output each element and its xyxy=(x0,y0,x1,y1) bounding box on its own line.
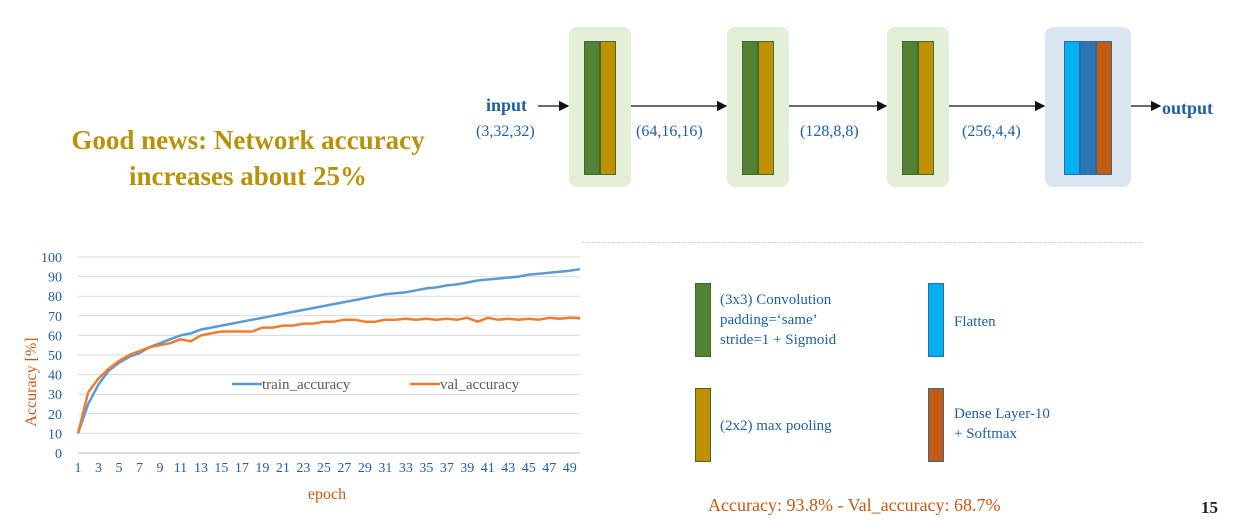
conv-pool-block-1 xyxy=(569,27,631,187)
separator-line xyxy=(582,242,1142,243)
x-tick-label: 11 xyxy=(174,461,187,476)
conv-layer-2 xyxy=(742,41,758,175)
x-tick-label: 13 xyxy=(194,461,208,476)
x-tick-label: 41 xyxy=(481,461,495,476)
legend-conv-line-1: (3x3) Convolution xyxy=(720,292,832,308)
legend-pool-swatch xyxy=(695,388,711,462)
y-tick-label: 40 xyxy=(48,369,62,384)
y-tick-label: 70 xyxy=(48,310,62,325)
pool-layer-3 xyxy=(918,41,934,175)
diagram-arrows xyxy=(538,100,1162,112)
headline-line-1: Good news: Network accuracy xyxy=(71,125,425,155)
series-line-val_accuracy xyxy=(76,316,581,434)
headline: Good news: Network accuracy increases ab… xyxy=(28,122,468,194)
x-tick-label: 23 xyxy=(296,461,310,476)
dense-hidden-layer xyxy=(1080,41,1096,175)
dense-block xyxy=(1045,27,1131,187)
chart-grid xyxy=(78,256,580,454)
input-label: input xyxy=(486,95,528,115)
y-tick-label: 80 xyxy=(48,290,62,305)
y-tick-label: 100 xyxy=(41,251,62,266)
dense-softmax-layer xyxy=(1096,41,1112,175)
y-tick-label: 50 xyxy=(48,349,62,364)
legend-dense-line-1: Dense Layer-10 xyxy=(954,406,1050,422)
shape-label-block3: (256,4,4) xyxy=(962,123,1021,140)
x-tick-label: 47 xyxy=(542,461,556,476)
legend-dense-text: Dense Layer-10 + Softmax xyxy=(954,404,1050,444)
architecture-diagram: input output (3,32,32) (64,16,16) (128,8… xyxy=(470,20,1236,200)
x-tick-label: 33 xyxy=(399,461,413,476)
x-tick-labels: 1 3 5 7 9 11 13 15 17 19 21 23 25 27 29 31 33 35 37 39 41 43 4… xyxy=(75,461,577,476)
y-tick-label: 60 xyxy=(48,329,62,344)
legend-train-label: train_accuracy xyxy=(262,377,351,393)
y-tick-label: 30 xyxy=(48,388,62,403)
x-tick-label: 39 xyxy=(460,461,474,476)
x-tick-label: 7 xyxy=(136,461,143,476)
x-tick-label: 35 xyxy=(419,461,433,476)
y-tick-label: 10 xyxy=(48,427,62,442)
shape-label-block2: (128,8,8) xyxy=(800,123,859,140)
legend-pool-text: (2x2) max pooling xyxy=(720,418,832,434)
x-axis-label: epoch xyxy=(308,486,346,503)
conv-layer-3 xyxy=(902,41,918,175)
chart-legend: train_accuracy val_accuracy xyxy=(232,377,520,393)
x-tick-label: 9 xyxy=(156,461,163,476)
legend-dense-line-2: + Softmax xyxy=(954,426,1018,442)
page-number: 15 xyxy=(1201,498,1218,517)
y-tick-label: 0 xyxy=(55,447,62,462)
x-tick-label: 27 xyxy=(337,461,351,476)
pool-layer-1 xyxy=(600,41,616,175)
x-tick-label: 45 xyxy=(522,461,536,476)
x-tick-label: 3 xyxy=(95,461,102,476)
series-lines xyxy=(76,267,581,434)
legend-flatten-text: Flatten xyxy=(954,314,996,330)
legend-conv-swatch xyxy=(695,283,711,357)
legend-conv-text: (3x3) Convolution padding=‘same’ stride=… xyxy=(720,290,836,350)
legend-conv-line-2: padding=‘same’ xyxy=(720,312,818,328)
pool-layer-2 xyxy=(758,41,774,175)
x-tick-label: 25 xyxy=(317,461,331,476)
x-tick-label: 19 xyxy=(255,461,269,476)
legend-val-label: val_accuracy xyxy=(440,377,520,393)
series-line-train_accuracy xyxy=(76,267,581,434)
x-tick-label: 43 xyxy=(501,461,515,476)
x-tick-label: 21 xyxy=(276,461,290,476)
conv-layer-1 xyxy=(584,41,600,175)
x-tick-label: 49 xyxy=(563,461,577,476)
legend-conv-line-3: stride=1 + Sigmoid xyxy=(720,332,837,348)
x-tick-label: 37 xyxy=(440,461,454,476)
x-tick-label: 15 xyxy=(214,461,228,476)
x-tick-label: 17 xyxy=(235,461,249,476)
y-tick-labels: 0 10 20 30 40 50 60 70 80 90 100 xyxy=(41,251,62,462)
output-label: output xyxy=(1162,98,1214,118)
y-tick-label: 20 xyxy=(48,408,62,423)
y-axis-label: Accuracy [%] xyxy=(23,337,40,426)
x-tick-label: 1 xyxy=(75,461,82,476)
legend-dense-swatch xyxy=(928,388,944,462)
conv-pool-block-2 xyxy=(727,27,789,187)
flatten-layer xyxy=(1064,41,1080,175)
headline-line-2: increases about 25% xyxy=(128,161,367,191)
shape-label-input: (3,32,32) xyxy=(476,123,535,140)
legend-flatten-swatch xyxy=(928,283,944,357)
conv-pool-block-3 xyxy=(887,27,949,187)
x-tick-label: 31 xyxy=(378,461,392,476)
accuracy-summary: Accuracy: 93.8% - Val_accuracy: 68.7% xyxy=(708,495,1001,515)
y-tick-label: 90 xyxy=(48,271,62,286)
x-tick-label: 29 xyxy=(358,461,372,476)
shape-label-block1: (64,16,16) xyxy=(636,123,703,140)
x-tick-label: 5 xyxy=(115,461,122,476)
